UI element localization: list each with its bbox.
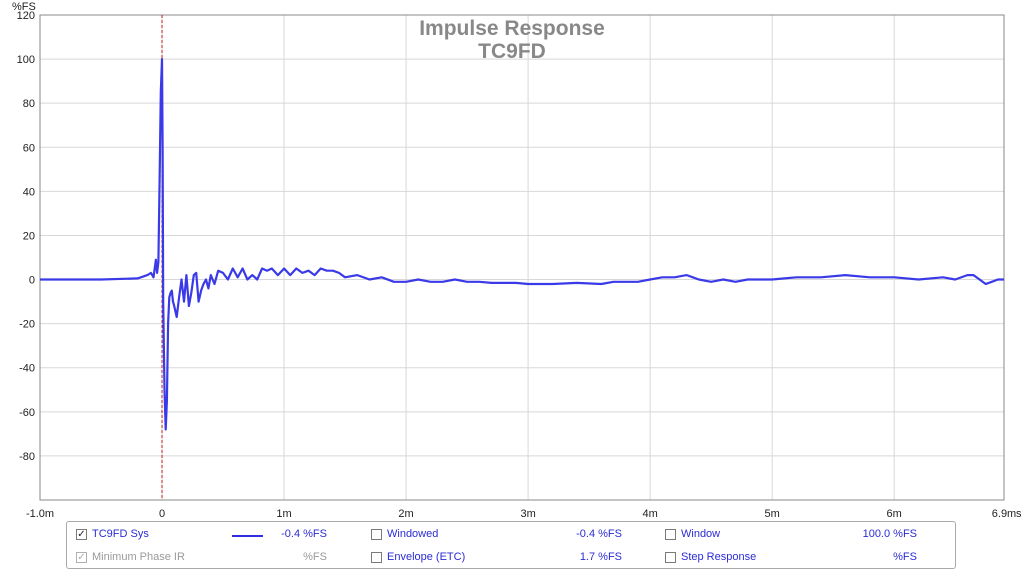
step-response-checkbox[interactable]: [665, 552, 676, 563]
chart-subtitle: TC9FD: [478, 40, 546, 63]
windowed-label: Windowed: [387, 528, 439, 540]
x-tick-label: 1m: [276, 508, 291, 520]
x-tick-label: 6m: [887, 508, 902, 520]
y-tick-label: 100: [17, 54, 35, 66]
x-axis: -1.0m 0 1m 2m 3m 4m 5m 6m 6.9m: [26, 508, 1016, 520]
y-tick-label: 0: [29, 275, 35, 287]
minimum-phase-ir-checkbox[interactable]: ✓: [76, 552, 87, 563]
y-axis: 120 100 80 60 40 20 0 -20 -40 -60 -80: [17, 10, 35, 463]
envelope-etc-checkbox[interactable]: [371, 552, 382, 563]
y-tick-label: 60: [23, 142, 35, 154]
x-tick-label: -1.0m: [26, 508, 54, 520]
y-tick-label: -20: [19, 319, 35, 331]
y-tick-label: 80: [23, 98, 35, 110]
plot-area-frame[interactable]: [39, 14, 1005, 501]
envelope-etc-value: 1.7 %FS: [579, 551, 622, 563]
legend-panel: ✓ TC9FD Sys -0.4 %FS Windowed -0.4 %FS W…: [66, 521, 956, 569]
y-tick-label: -60: [19, 407, 35, 419]
step-response-value: %FS: [893, 551, 917, 563]
y-axis-unit-label: %FS: [12, 1, 36, 13]
tc9fd-sys-line-swatch: [232, 535, 263, 537]
envelope-etc-label: Envelope (ETC): [387, 551, 466, 563]
window-label: Window: [681, 528, 721, 540]
chart-grid: [40, 14, 1004, 500]
step-response-label: Step Response: [681, 551, 757, 563]
tc9fd-sys-checkbox[interactable]: ✓: [76, 529, 87, 540]
y-tick-label: 40: [23, 186, 35, 198]
series-line-tc9fd-sys: [40, 58, 1004, 431]
impulse-response-chart: 120 100 80 60 40 20 0 -20 -40 -60 -80 -1.0m 0 1m 2m 3m…: [12, 1, 1022, 520]
y-tick-label: 20: [23, 230, 35, 242]
x-axis-unit-label: s: [1016, 508, 1022, 520]
x-tick-label: 5m: [765, 508, 780, 520]
x-tick-label: 4m: [642, 508, 657, 520]
minimum-phase-ir-label: Minimum Phase IR: [92, 551, 185, 563]
windowed-value: -0.4 %FS: [576, 528, 622, 540]
minimum-phase-ir-value: %FS: [303, 551, 327, 563]
x-tick-label: 2m: [398, 508, 413, 520]
window-checkbox[interactable]: [665, 529, 676, 540]
y-tick-label: -40: [19, 363, 35, 375]
tc9fd-sys-value: -0.4 %FS: [281, 528, 327, 540]
x-tick-label: 0: [159, 508, 165, 520]
windowed-checkbox[interactable]: [371, 529, 382, 540]
x-tick-label: 6.9m: [992, 508, 1016, 520]
chart-title: Impulse Response: [419, 17, 605, 40]
tc9fd-sys-label: TC9FD Sys: [92, 528, 149, 540]
y-tick-label: 120: [17, 10, 35, 22]
x-tick-label: 3m: [520, 508, 535, 520]
window-value: 100.0 %FS: [862, 528, 917, 540]
y-tick-label: -80: [19, 451, 35, 463]
